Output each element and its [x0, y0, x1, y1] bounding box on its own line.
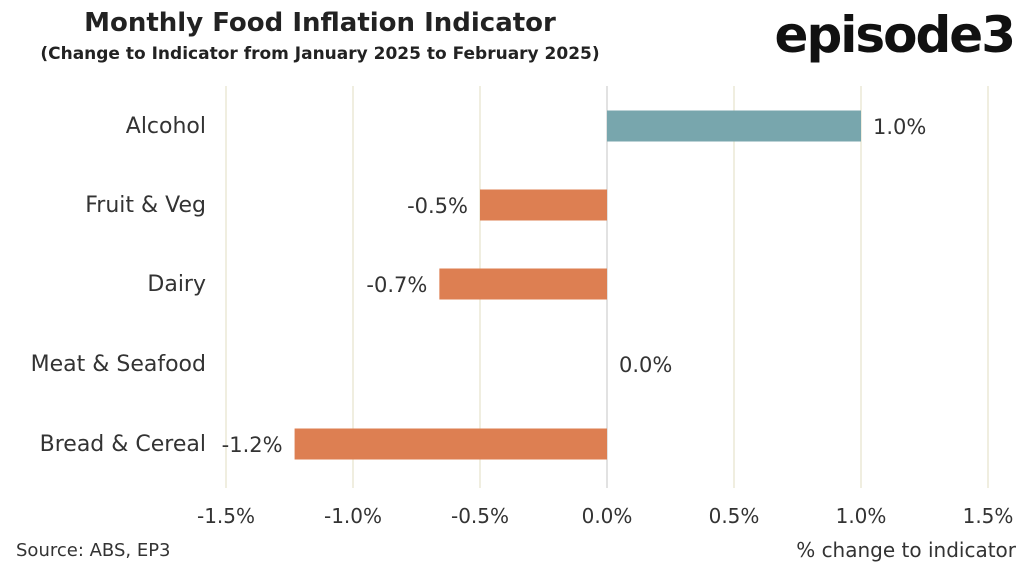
x-tick-label: 0.5%: [709, 504, 760, 528]
x-tick-label: -1.0%: [324, 504, 382, 528]
data-label: -0.5%: [407, 194, 468, 218]
bar: [480, 189, 607, 221]
data-label: 0.0%: [619, 353, 672, 377]
chart-subtitle: (Change to Indicator from January 2025 t…: [40, 44, 600, 64]
x-axis-label: % change to indicator: [796, 538, 1016, 562]
category-label: Meat & Seafood: [31, 352, 206, 377]
data-label: 1.0%: [873, 115, 926, 139]
x-tick-label: -1.5%: [197, 504, 255, 528]
bar: [439, 268, 607, 300]
category-label: Alcohol: [126, 114, 206, 139]
chart-title: Monthly Food Inflation Indicator: [84, 8, 556, 38]
category-label: Dairy: [147, 272, 206, 297]
category-label: Bread & Cereal: [40, 432, 206, 457]
data-label: -1.2%: [222, 433, 283, 457]
data-label: -0.7%: [366, 273, 427, 297]
x-tick-label: -0.5%: [451, 504, 509, 528]
source-note: Source: ABS, EP3: [16, 540, 171, 561]
brand-logo: episode3: [774, 6, 1016, 64]
bar: [294, 428, 607, 460]
bar: [607, 110, 861, 142]
x-tick-label: 1.5%: [963, 504, 1014, 528]
x-tick-label: 0.0%: [582, 504, 633, 528]
category-label: Fruit & Veg: [85, 193, 206, 218]
x-tick-label: 1.0%: [836, 504, 887, 528]
